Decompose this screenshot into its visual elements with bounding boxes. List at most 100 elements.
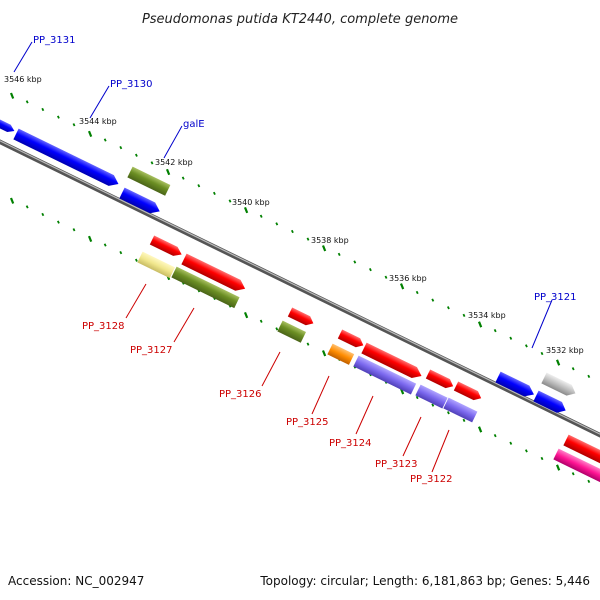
scale-tick	[275, 222, 279, 226]
gene-feature-pp3126[interactable]	[277, 320, 306, 343]
scale-tick	[259, 214, 263, 218]
scale-tick	[165, 168, 171, 176]
inner-scale-tick	[462, 418, 466, 422]
gene-feature-pp3130[interactable]	[119, 187, 162, 217]
gene-feature-pink-edge[interactable]	[553, 448, 600, 491]
kbp-label: 3546 kbp	[4, 75, 42, 84]
gene-feature-gray[interactable]	[541, 372, 578, 399]
gene-label-galE[interactable]: galE	[183, 119, 205, 130]
scale-tick	[399, 283, 405, 290]
gene-feature-pp3121[interactable]	[495, 371, 536, 400]
gene-feature-red-3[interactable]	[287, 307, 316, 328]
gene-feature-pp3122[interactable]	[443, 397, 478, 423]
inner-scale-tick	[275, 327, 279, 331]
inner-scale-tick	[103, 243, 107, 247]
gene-label-pp3124[interactable]: PP_3124	[329, 438, 372, 449]
inner-scale-tick	[259, 319, 263, 323]
gene-feature-red-6[interactable]	[425, 369, 456, 391]
scale-tick	[87, 130, 93, 138]
gene-feature-pp3124[interactable]	[353, 355, 417, 395]
scale-tick	[290, 229, 294, 234]
gene-label-pp3128[interactable]: PP_3128	[82, 321, 125, 332]
scale-tick	[353, 260, 357, 264]
scale-tick	[150, 161, 154, 165]
kbp-label: 3534 kbp	[468, 311, 506, 320]
gene-feature-red-4[interactable]	[337, 329, 366, 350]
inner-scale-tick	[524, 449, 528, 453]
inner-scale-tick	[87, 235, 93, 243]
scale-tick	[431, 298, 435, 302]
scale-tick	[321, 245, 327, 252]
scale-tick	[384, 275, 388, 279]
gene-label-pp3127[interactable]: PP_3127	[130, 345, 173, 356]
scale-tick	[368, 267, 372, 272]
inner-scale-tick	[134, 258, 138, 262]
gene-labels-top: PP_3131 PP_3130 galE PP_3121	[33, 35, 577, 303]
inner-scale-tick	[9, 197, 15, 204]
scale-tick	[72, 123, 76, 127]
gene-feature-red-1[interactable]	[149, 235, 184, 259]
accession-text: Accession: NC_002947	[8, 574, 145, 588]
topology-text: Topology: circular; Length: 6,181,863 bp…	[260, 574, 590, 588]
gene-feature-pp3125[interactable]	[327, 343, 355, 365]
kbp-labels: 3546 kbp 3544 kbp 3542 kbp 3540 kbp 3538…	[4, 75, 584, 355]
gene-feature-galE[interactable]	[127, 166, 171, 196]
gene-feature-pp3127[interactable]	[171, 266, 240, 309]
inner-scale-tick	[555, 464, 561, 471]
gene-label-pp3123[interactable]: PP_3123	[375, 459, 418, 470]
scale-tick	[25, 100, 29, 104]
gene-feature-red-edge[interactable]	[563, 434, 600, 476]
gene-feature-red-2[interactable]	[181, 253, 247, 295]
inner-scale-tick	[321, 350, 327, 357]
scale-tick	[524, 344, 528, 348]
gene-label-pp3121[interactable]: PP_3121	[534, 292, 577, 303]
inner-scale-tick	[493, 433, 497, 438]
scale-tick	[134, 153, 138, 157]
gene-feature-pp3128[interactable]	[137, 251, 175, 279]
inner-scale-tick	[119, 250, 123, 255]
inner-scale-tick	[415, 395, 419, 400]
gene-label-pp3131[interactable]: PP_3131	[33, 35, 76, 46]
kbp-label: 3536 kbp	[389, 274, 427, 283]
inner-scale-tick	[41, 212, 45, 217]
gene-feature-red-5[interactable]	[361, 342, 424, 382]
inner-scale-tick	[56, 220, 60, 224]
kbp-label: 3542 kbp	[155, 158, 193, 167]
kbp-label: 3540 kbp	[232, 198, 270, 207]
scale-tick	[509, 336, 513, 340]
gene-feature-blue[interactable]	[0, 107, 16, 134]
inner-scale-tick	[306, 342, 310, 346]
scale-tick	[587, 374, 591, 378]
scale-tick	[41, 107, 45, 112]
scale-tick	[119, 145, 123, 150]
scale-tick	[228, 199, 232, 203]
scale-tick	[337, 252, 341, 256]
gene-feature-pp3123[interactable]	[415, 384, 448, 409]
gene-feature-pp3131[interactable]	[13, 128, 121, 190]
gene-label-pp3125[interactable]: PP_3125	[286, 417, 329, 428]
scale-tick	[56, 115, 60, 119]
scale-tick	[493, 328, 497, 333]
gene-label-pp3126[interactable]: PP_3126	[219, 389, 262, 400]
scale-tick	[555, 359, 561, 366]
gene-label-pp3122[interactable]: PP_3122	[410, 474, 453, 485]
scale-tick	[446, 306, 450, 310]
genome-backbone-highlight	[0, 140, 600, 435]
scale-tick	[197, 184, 201, 188]
gene-label-pp3130[interactable]: PP_3130	[110, 79, 153, 90]
inner-scale-tick	[72, 228, 76, 232]
scale-tick	[103, 138, 107, 142]
kbp-label: 3532 kbp	[546, 346, 584, 355]
leader-lines-top	[13, 41, 553, 349]
scale-tick	[477, 321, 483, 328]
scale-tick	[181, 176, 185, 180]
scale-tick	[9, 92, 15, 99]
gene-feature-red-7[interactable]	[453, 381, 484, 403]
scale-tick	[571, 367, 575, 371]
kbp-label: 3544 kbp	[79, 117, 117, 126]
gene-feature-blue-right[interactable]	[533, 390, 568, 416]
leader-lines-bottom	[125, 283, 450, 473]
scale-tick	[212, 191, 216, 195]
inner-scale-tick	[446, 411, 450, 415]
